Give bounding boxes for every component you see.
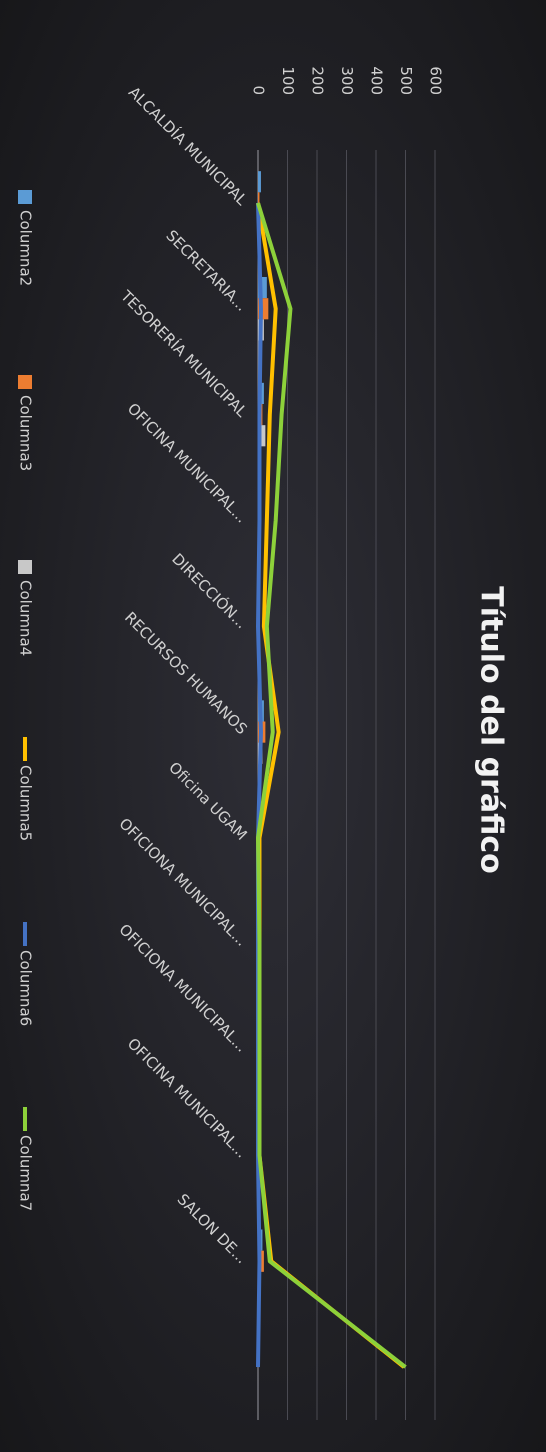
legend-label: Columna5 xyxy=(17,765,35,841)
chart-title: Título del gráfico xyxy=(474,586,509,873)
legend-label: Columna2 xyxy=(17,210,35,286)
legend-label: Columna7 xyxy=(17,1135,35,1211)
legend-label: Columna3 xyxy=(17,395,35,471)
bar xyxy=(258,171,261,193)
legend-swatch xyxy=(18,190,32,204)
y-tick-label: 300 xyxy=(338,66,356,95)
legend-swatch xyxy=(18,560,32,574)
legend-label: Columna6 xyxy=(17,950,35,1026)
legend-swatch xyxy=(18,375,32,389)
legend-label: Columna4 xyxy=(17,580,35,656)
y-tick-label: 400 xyxy=(368,66,386,95)
y-tick-label: 200 xyxy=(309,66,327,95)
y-tick-label: 0 xyxy=(250,85,268,95)
y-tick-label: 600 xyxy=(427,66,445,95)
y-tick-label: 500 xyxy=(397,66,415,95)
y-tick-label: 100 xyxy=(279,66,297,95)
line xyxy=(256,202,407,1369)
line xyxy=(256,202,263,1368)
